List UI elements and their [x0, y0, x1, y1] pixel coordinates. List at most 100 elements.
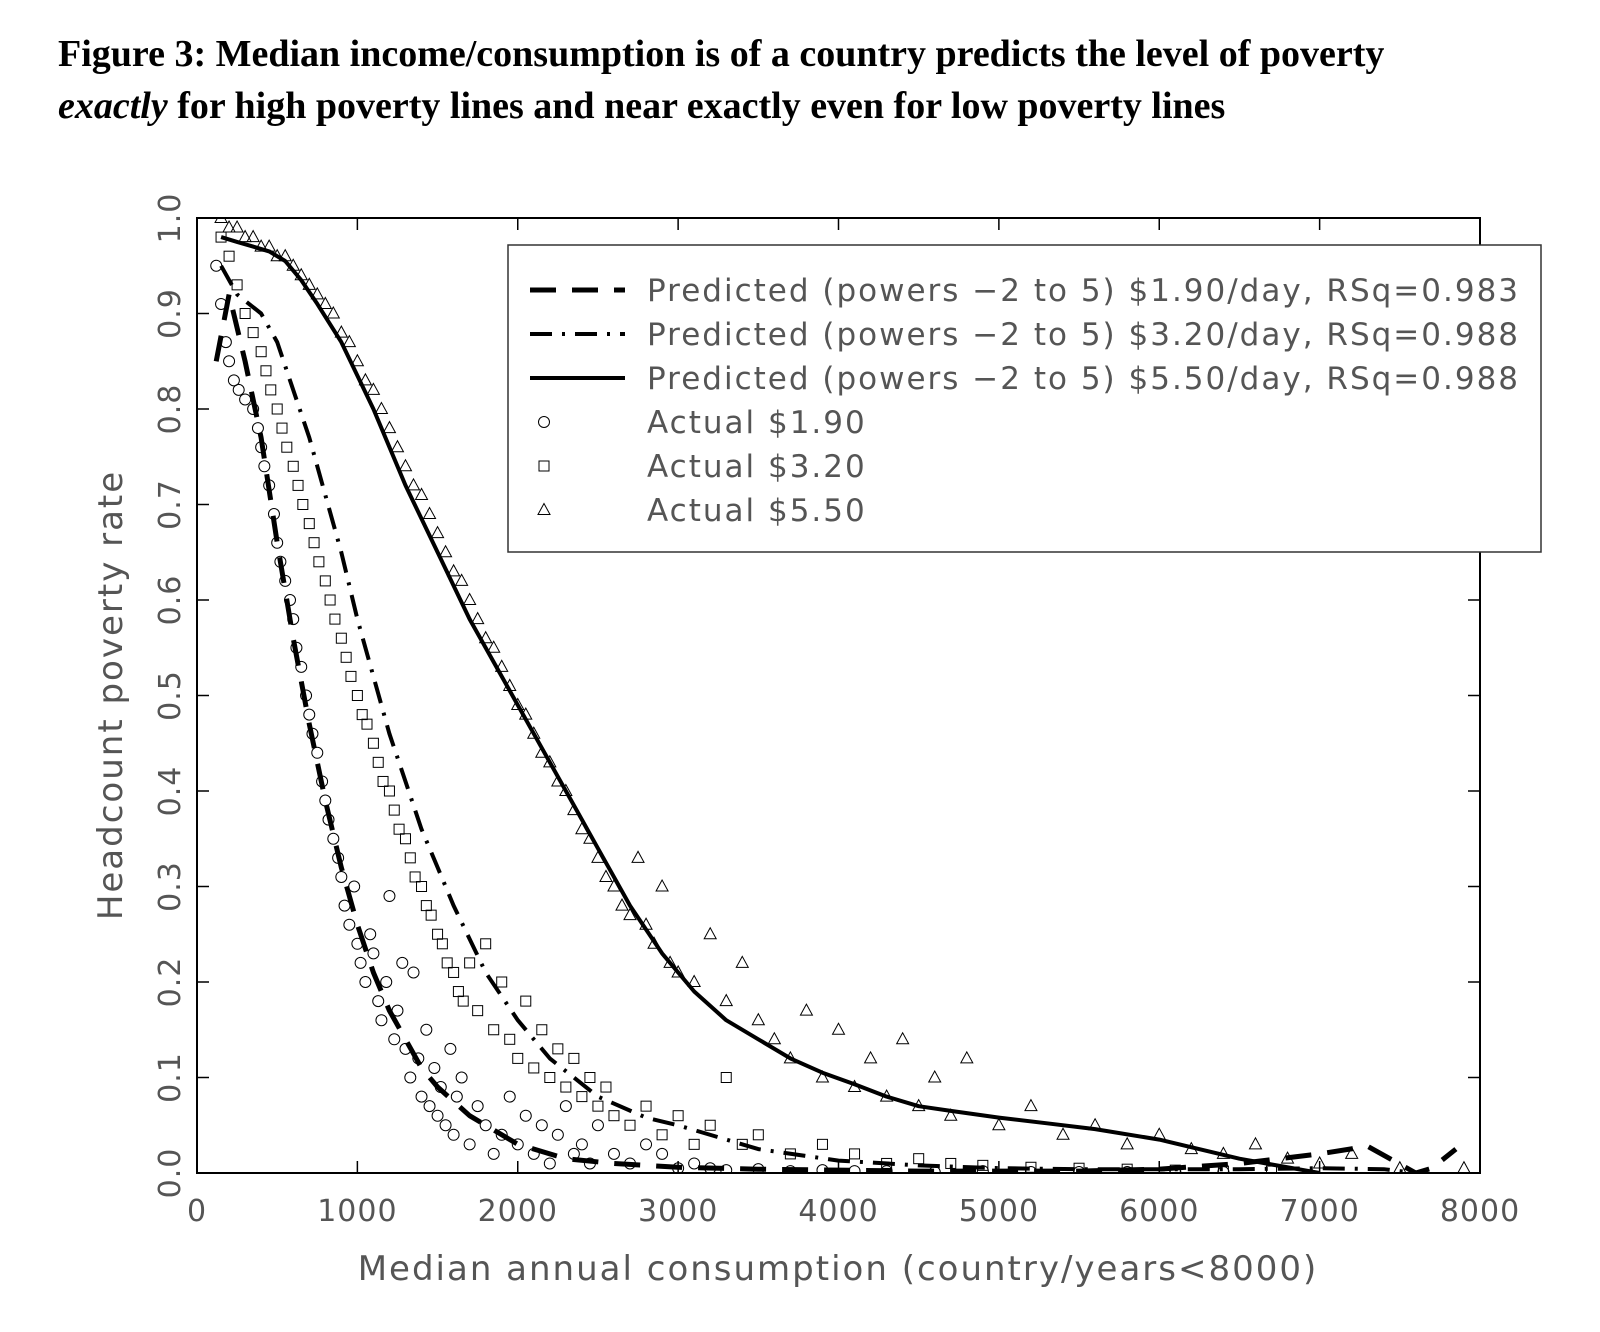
point-circle: [463, 1138, 476, 1151]
point-triangle: [382, 420, 397, 434]
point-triangle: [510, 697, 525, 711]
point-circle: [487, 1147, 500, 1160]
point-square: [432, 928, 444, 940]
point-square: [271, 403, 283, 415]
point-triangle: [1056, 1127, 1070, 1140]
figure-caption: Figure 3: Median income/consumption is o…: [58, 28, 1558, 132]
x-tick-labels: 0 1000 2000 3000 4000 5000 6000 7000 8000: [187, 1194, 1519, 1229]
point-square: [608, 1110, 620, 1122]
point-circle: [551, 1128, 564, 1141]
point-square: [255, 346, 267, 358]
point-triangle: [959, 1050, 974, 1064]
point-square: [399, 833, 411, 845]
point-circle: [450, 1090, 463, 1103]
point-triangle: [454, 573, 469, 586]
point-triangle: [943, 1108, 958, 1121]
point-triangle: [470, 611, 485, 625]
point-square: [640, 1100, 652, 1112]
series-line-solid: [220, 235, 1320, 1173]
y-tick-label: 0.8: [153, 384, 188, 435]
point-circle: [431, 1109, 444, 1122]
point-circle: [439, 1119, 452, 1132]
point-circle: [428, 1061, 441, 1074]
point-square: [672, 1110, 684, 1122]
point-square: [472, 1005, 484, 1017]
point-triangle: [655, 878, 669, 892]
point-square: [281, 441, 293, 453]
point-square: [496, 976, 508, 988]
caption-line-1: Figure 3: Median income/consumption is o…: [58, 33, 1385, 75]
prediction-lines: [213, 235, 1458, 1173]
point-triangle: [815, 1069, 830, 1083]
point-triangle: [799, 1003, 814, 1016]
point-square: [592, 1100, 604, 1112]
x-tick-label: 6000: [1119, 1194, 1199, 1229]
point-square: [420, 900, 432, 912]
point-circle: [559, 1100, 572, 1113]
point-circle: [976, 1165, 989, 1173]
legend-label: Actual $1.90: [647, 405, 867, 441]
point-circle: [251, 422, 264, 435]
point-circle: [495, 1128, 508, 1141]
point-circle: [575, 1138, 588, 1151]
point-square: [452, 986, 464, 998]
point-square: [223, 250, 235, 262]
point-triangle: [438, 544, 453, 558]
point-triangle: [1312, 1155, 1327, 1169]
point-circle: [543, 1157, 556, 1170]
point-triangle: [631, 850, 645, 863]
point-circle: [503, 1090, 516, 1103]
point-square: [436, 938, 448, 950]
point-triangle: [326, 305, 341, 319]
point-triangle: [751, 1012, 766, 1026]
point-triangle: [623, 907, 637, 921]
point-triangle: [1344, 1146, 1359, 1159]
point-triangle: [406, 477, 421, 491]
y-tick-label: 0.0: [153, 1148, 188, 1199]
point-square: [308, 537, 320, 549]
point-circle: [295, 660, 308, 673]
y-tick-labels: 0.0 0.1 0.2 0.3 0.4 0.5 0.6 0.7 0.8 0.9 1.0: [153, 193, 188, 1199]
point-circle: [343, 918, 356, 931]
point-circle: [404, 1071, 417, 1084]
point-square: [319, 575, 331, 587]
point-circle: [511, 1138, 524, 1151]
point-triangle: [366, 382, 381, 395]
point-square: [464, 957, 476, 969]
point-circle: [656, 1147, 669, 1160]
point-circle: [258, 460, 271, 473]
point-square: [329, 613, 341, 625]
point-circle: [327, 832, 340, 845]
point-circle: [388, 1033, 401, 1046]
point-triangle: [230, 220, 244, 233]
point-square: [409, 871, 421, 883]
caption-line-2-rest: for high poverty lines and near exactly …: [167, 85, 1226, 127]
point-triangle: [398, 458, 413, 472]
legend-swatch-circle: [538, 416, 550, 428]
x-tick-label: 5000: [959, 1194, 1039, 1229]
point-circle: [319, 794, 332, 807]
point-triangle: [238, 229, 252, 243]
legend-label: Actual $3.20: [647, 449, 867, 485]
point-triangle: [462, 592, 477, 605]
point-triangle: [559, 783, 573, 796]
point-circle: [535, 1119, 548, 1132]
y-tick-label: 1.0: [153, 193, 188, 244]
series-line-dashed: [213, 291, 1458, 1173]
point-square: [416, 881, 428, 892]
point-square: [656, 1129, 668, 1141]
legend-box: [507, 244, 1542, 553]
point-triangle: [214, 218, 228, 223]
point-square: [913, 1153, 925, 1165]
point-square: [1266, 1165, 1278, 1173]
y-tick-label: 0.4: [153, 766, 188, 817]
point-square: [688, 1138, 700, 1150]
point-triangle: [895, 1031, 910, 1045]
point-square: [544, 1072, 556, 1083]
point-square: [239, 308, 251, 319]
point-circle: [407, 966, 420, 979]
point-square: [584, 1072, 596, 1083]
point-triangle: [735, 955, 750, 968]
point-triangle: [767, 1031, 782, 1045]
